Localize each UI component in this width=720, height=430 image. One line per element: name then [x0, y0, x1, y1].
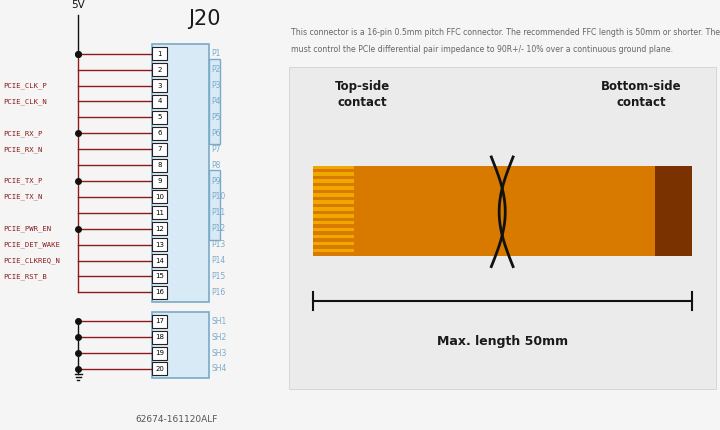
- Text: P13: P13: [211, 240, 225, 249]
- Bar: [312, 238, 354, 242]
- Bar: [312, 231, 354, 235]
- Text: 2: 2: [158, 67, 162, 73]
- Text: PCIE_RX_N: PCIE_RX_N: [3, 146, 42, 153]
- Text: P2: P2: [211, 65, 221, 74]
- Text: 5V: 5V: [71, 0, 85, 10]
- Text: PCIE_RX_P: PCIE_RX_P: [3, 130, 42, 137]
- Text: 17: 17: [155, 318, 164, 324]
- FancyBboxPatch shape: [152, 362, 167, 375]
- Text: P1: P1: [211, 49, 221, 58]
- Text: must control the PCIe differential pair impedance to 90R+/- 10% over a continuou: must control the PCIe differential pair …: [291, 45, 673, 54]
- Bar: [312, 166, 692, 256]
- Text: 6: 6: [157, 130, 162, 136]
- Bar: [312, 204, 354, 207]
- Text: PCIE_DET_WAKE: PCIE_DET_WAKE: [3, 241, 60, 248]
- FancyBboxPatch shape: [152, 111, 167, 124]
- FancyBboxPatch shape: [152, 286, 167, 299]
- Text: Bottom-side
contact: Bottom-side contact: [601, 80, 682, 108]
- FancyBboxPatch shape: [152, 190, 167, 203]
- Text: P15: P15: [211, 272, 225, 281]
- Text: PCIE_CLK_P: PCIE_CLK_P: [3, 82, 47, 89]
- FancyBboxPatch shape: [152, 331, 167, 344]
- Text: This connector is a 16-pin 0.5mm pitch FFC connector. The recommended FFC length: This connector is a 16-pin 0.5mm pitch F…: [291, 28, 720, 37]
- FancyBboxPatch shape: [152, 347, 167, 359]
- Text: P12: P12: [211, 224, 225, 233]
- Text: J20: J20: [189, 9, 221, 29]
- FancyBboxPatch shape: [152, 270, 167, 283]
- Text: 8: 8: [157, 162, 162, 168]
- Bar: [312, 252, 354, 256]
- Bar: [312, 166, 354, 256]
- Text: P3: P3: [211, 81, 221, 90]
- Text: 11: 11: [155, 210, 164, 216]
- Text: 1: 1: [157, 51, 162, 57]
- Text: P6: P6: [211, 129, 221, 138]
- Text: SH1: SH1: [211, 317, 227, 326]
- Text: SH2: SH2: [211, 333, 227, 341]
- Text: Max. length 50mm: Max. length 50mm: [436, 335, 568, 348]
- Text: 4: 4: [158, 98, 162, 104]
- Text: PCIE_PWR_EN: PCIE_PWR_EN: [3, 225, 51, 232]
- FancyBboxPatch shape: [152, 143, 167, 156]
- Text: P8: P8: [211, 161, 221, 169]
- Bar: [312, 190, 354, 194]
- FancyBboxPatch shape: [209, 170, 220, 240]
- Text: 5: 5: [158, 114, 162, 120]
- Text: P16: P16: [211, 288, 225, 297]
- Text: P14: P14: [211, 256, 225, 265]
- Text: P4: P4: [211, 97, 221, 106]
- FancyBboxPatch shape: [152, 127, 167, 140]
- Text: 19: 19: [155, 350, 164, 356]
- FancyBboxPatch shape: [289, 67, 716, 389]
- Text: P11: P11: [211, 209, 225, 217]
- Text: 10: 10: [155, 194, 164, 200]
- FancyBboxPatch shape: [152, 44, 209, 302]
- FancyBboxPatch shape: [152, 315, 167, 328]
- FancyBboxPatch shape: [152, 79, 167, 92]
- Text: PCIE_TX_P: PCIE_TX_P: [3, 178, 42, 184]
- Text: PCIE_RST_B: PCIE_RST_B: [3, 273, 47, 280]
- Text: 3: 3: [157, 83, 162, 89]
- FancyBboxPatch shape: [152, 95, 167, 108]
- Text: P10: P10: [211, 193, 225, 201]
- Text: 16: 16: [155, 289, 164, 295]
- Text: PCIE_CLKREQ_N: PCIE_CLKREQ_N: [3, 257, 60, 264]
- FancyBboxPatch shape: [152, 238, 167, 251]
- Bar: [312, 211, 354, 214]
- Bar: [312, 218, 354, 221]
- FancyBboxPatch shape: [152, 312, 209, 378]
- Text: 14: 14: [155, 258, 164, 264]
- Text: Top-side
contact: Top-side contact: [336, 80, 390, 108]
- Bar: [312, 176, 354, 179]
- Text: SH3: SH3: [211, 349, 227, 357]
- Bar: [312, 245, 354, 249]
- FancyBboxPatch shape: [152, 222, 167, 235]
- FancyBboxPatch shape: [209, 59, 220, 144]
- Text: 15: 15: [155, 273, 164, 280]
- Text: 9: 9: [157, 178, 162, 184]
- Bar: [654, 166, 692, 256]
- FancyBboxPatch shape: [152, 254, 167, 267]
- Text: 62674-161120ALF: 62674-161120ALF: [135, 415, 217, 424]
- Bar: [312, 224, 354, 228]
- Text: P5: P5: [211, 113, 221, 122]
- Text: 20: 20: [155, 366, 164, 372]
- Bar: [312, 197, 354, 200]
- Text: P9: P9: [211, 177, 221, 185]
- FancyBboxPatch shape: [152, 206, 167, 219]
- FancyBboxPatch shape: [152, 63, 167, 76]
- FancyBboxPatch shape: [152, 159, 167, 172]
- Text: PCIE_CLK_N: PCIE_CLK_N: [3, 98, 47, 105]
- FancyBboxPatch shape: [152, 47, 167, 60]
- Text: PCIE_TX_N: PCIE_TX_N: [3, 194, 42, 200]
- Text: 13: 13: [155, 242, 164, 248]
- Text: SH4: SH4: [211, 365, 227, 373]
- Text: P7: P7: [211, 145, 221, 154]
- Text: 7: 7: [157, 146, 162, 152]
- Text: 18: 18: [155, 334, 164, 340]
- Text: 12: 12: [155, 226, 164, 232]
- Bar: [312, 169, 354, 172]
- FancyBboxPatch shape: [152, 175, 167, 187]
- Bar: [312, 183, 354, 186]
